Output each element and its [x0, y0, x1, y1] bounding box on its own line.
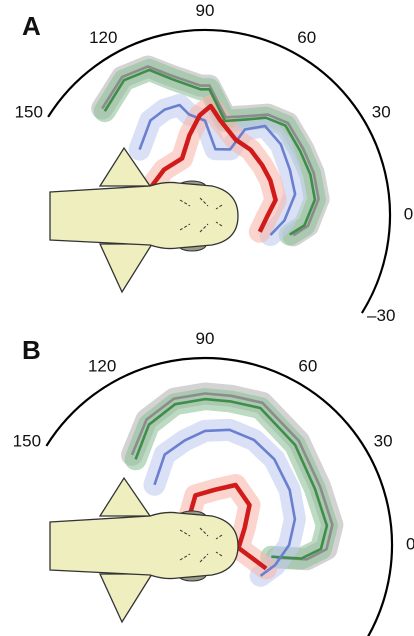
angle-axis-arc — [48, 30, 390, 313]
angle-tick-label: 0 — [404, 204, 413, 223]
angle-tick-label: 150 — [13, 432, 41, 451]
angle-tick-label: 0 — [406, 534, 414, 553]
angle-tick-label: –30 — [367, 306, 395, 325]
angle-tick-label: 90 — [196, 1, 215, 20]
figure: A 150 120 90 60 30 0 –30 B 150 120 90 60 30 0 — [0, 0, 414, 636]
angle-tick-label: 120 — [88, 356, 116, 375]
angle-tick-label: 150 — [15, 103, 43, 122]
panel-label: A — [22, 11, 41, 41]
angle-tick-label: 30 — [372, 103, 391, 122]
angle-tick-label: 30 — [374, 432, 393, 451]
angle-tick-label: 60 — [298, 356, 317, 375]
angle-tick-label: 120 — [89, 28, 117, 47]
angle-tick-label: 60 — [297, 28, 316, 47]
angle-tick-label: 90 — [196, 329, 215, 348]
panel-label: B — [22, 335, 41, 365]
fish-a — [50, 148, 238, 292]
